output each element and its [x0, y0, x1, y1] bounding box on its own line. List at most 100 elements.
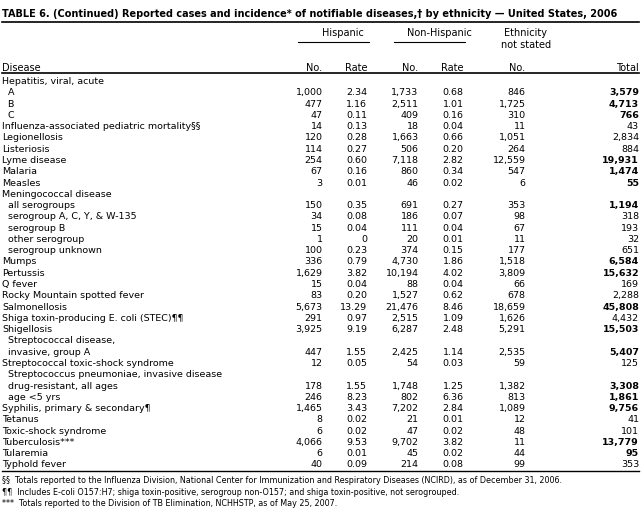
Text: 447: 447: [304, 347, 322, 356]
Text: 5,673: 5,673: [296, 302, 322, 311]
Text: 374: 374: [401, 246, 419, 254]
Text: 0.34: 0.34: [442, 167, 463, 176]
Text: 884: 884: [621, 145, 639, 153]
Text: 0.09: 0.09: [346, 460, 367, 469]
Text: 0.66: 0.66: [442, 133, 463, 142]
Text: 291: 291: [304, 313, 322, 322]
Text: Meningococcal disease: Meningococcal disease: [2, 189, 112, 199]
Text: Disease: Disease: [2, 63, 40, 73]
Text: 150: 150: [304, 201, 322, 210]
Text: 193: 193: [621, 223, 639, 232]
Text: 186: 186: [401, 212, 419, 221]
Text: 14: 14: [310, 122, 322, 131]
Text: 3.82: 3.82: [346, 268, 367, 277]
Text: 6: 6: [317, 426, 322, 435]
Text: 2,515: 2,515: [392, 313, 419, 322]
Text: 20: 20: [406, 235, 419, 243]
Text: 651: 651: [621, 246, 639, 254]
Text: Syphilis, primary & secondary¶: Syphilis, primary & secondary¶: [2, 403, 151, 412]
Text: 54: 54: [406, 358, 419, 367]
Text: 846: 846: [508, 88, 526, 97]
Text: 4.02: 4.02: [442, 268, 463, 277]
Text: 0.08: 0.08: [442, 460, 463, 469]
Text: 15,503: 15,503: [603, 325, 639, 333]
Text: 318: 318: [621, 212, 639, 221]
Text: 13.29: 13.29: [340, 302, 367, 311]
Text: Shigellosis: Shigellosis: [2, 325, 52, 333]
Text: 47: 47: [406, 426, 419, 435]
Text: 0.27: 0.27: [442, 201, 463, 210]
Text: 1,663: 1,663: [392, 133, 419, 142]
Text: 0.20: 0.20: [346, 291, 367, 300]
Text: 0.79: 0.79: [346, 257, 367, 266]
Text: 98: 98: [513, 212, 526, 221]
Text: 11: 11: [513, 122, 526, 131]
Text: 3,308: 3,308: [609, 381, 639, 390]
Text: 0.11: 0.11: [346, 110, 367, 120]
Text: 0.04: 0.04: [442, 279, 463, 289]
Text: 3,809: 3,809: [499, 268, 526, 277]
Text: Ethnicity
not stated: Ethnicity not stated: [501, 28, 551, 49]
Text: 32: 32: [627, 235, 639, 243]
Text: ¶¶  Includes E-coli O157:H7; shiga toxin-positive, serogroup non-O157; and shiga: ¶¶ Includes E-coli O157:H7; shiga toxin-…: [2, 487, 459, 496]
Text: Tuberculosis***: Tuberculosis***: [2, 437, 74, 446]
Text: Tetanus: Tetanus: [2, 414, 38, 423]
Text: 0.02: 0.02: [346, 414, 367, 423]
Text: 506: 506: [401, 145, 419, 153]
Text: 6,584: 6,584: [609, 257, 639, 266]
Text: 18,659: 18,659: [493, 302, 526, 311]
Text: 88: 88: [406, 279, 419, 289]
Text: 48: 48: [513, 426, 526, 435]
Text: 10,194: 10,194: [386, 268, 419, 277]
Text: 18: 18: [406, 122, 419, 131]
Text: 3.43: 3.43: [346, 403, 367, 412]
Text: 0.05: 0.05: [346, 358, 367, 367]
Text: Rate: Rate: [345, 63, 367, 73]
Text: 1.09: 1.09: [442, 313, 463, 322]
Text: TABLE 6. (Continued) Reported cases and incidence* of notifiable diseases,† by e: TABLE 6. (Continued) Reported cases and …: [2, 9, 617, 19]
Text: 169: 169: [621, 279, 639, 289]
Text: 101: 101: [621, 426, 639, 435]
Text: Shiga toxin-producing E. coli (STEC)¶¶: Shiga toxin-producing E. coli (STEC)¶¶: [2, 313, 183, 322]
Text: 0: 0: [362, 235, 367, 243]
Text: invasive, group A: invasive, group A: [2, 347, 90, 356]
Text: B: B: [2, 99, 14, 108]
Text: 111: 111: [401, 223, 419, 232]
Text: other serogroup: other serogroup: [2, 235, 84, 243]
Text: 246: 246: [304, 392, 322, 401]
Text: 2,511: 2,511: [392, 99, 419, 108]
Text: 0.35: 0.35: [346, 201, 367, 210]
Text: 15: 15: [310, 223, 322, 232]
Text: Listeriosis: Listeriosis: [2, 145, 49, 153]
Text: Legionellosis: Legionellosis: [2, 133, 63, 142]
Text: 0.60: 0.60: [346, 156, 367, 164]
Text: 95: 95: [626, 448, 639, 457]
Text: age <5 yrs: age <5 yrs: [2, 392, 60, 401]
Text: 1.55: 1.55: [346, 347, 367, 356]
Text: 15: 15: [310, 279, 322, 289]
Text: Rate: Rate: [441, 63, 463, 73]
Text: 19,931: 19,931: [603, 156, 639, 164]
Text: 691: 691: [401, 201, 419, 210]
Text: Streptococcal toxic-shock syndrome: Streptococcal toxic-shock syndrome: [2, 358, 174, 367]
Text: Influenza-associated pediatric mortality§§: Influenza-associated pediatric mortality…: [2, 122, 200, 131]
Text: 6: 6: [317, 448, 322, 457]
Text: 0.27: 0.27: [346, 145, 367, 153]
Text: 0.04: 0.04: [442, 122, 463, 131]
Text: 9,702: 9,702: [392, 437, 419, 446]
Text: 4,730: 4,730: [392, 257, 419, 266]
Text: Salmonellosis: Salmonellosis: [2, 302, 67, 311]
Text: 1,089: 1,089: [499, 403, 526, 412]
Text: 1.16: 1.16: [346, 99, 367, 108]
Text: 1,465: 1,465: [296, 403, 322, 412]
Text: 0.01: 0.01: [346, 448, 367, 457]
Text: 7,118: 7,118: [392, 156, 419, 164]
Text: 44: 44: [513, 448, 526, 457]
Text: 47: 47: [310, 110, 322, 120]
Text: 2.34: 2.34: [346, 88, 367, 97]
Text: 0.16: 0.16: [442, 110, 463, 120]
Text: 43: 43: [627, 122, 639, 131]
Text: 0.04: 0.04: [346, 223, 367, 232]
Text: Pertussis: Pertussis: [2, 268, 44, 277]
Text: 0.01: 0.01: [442, 235, 463, 243]
